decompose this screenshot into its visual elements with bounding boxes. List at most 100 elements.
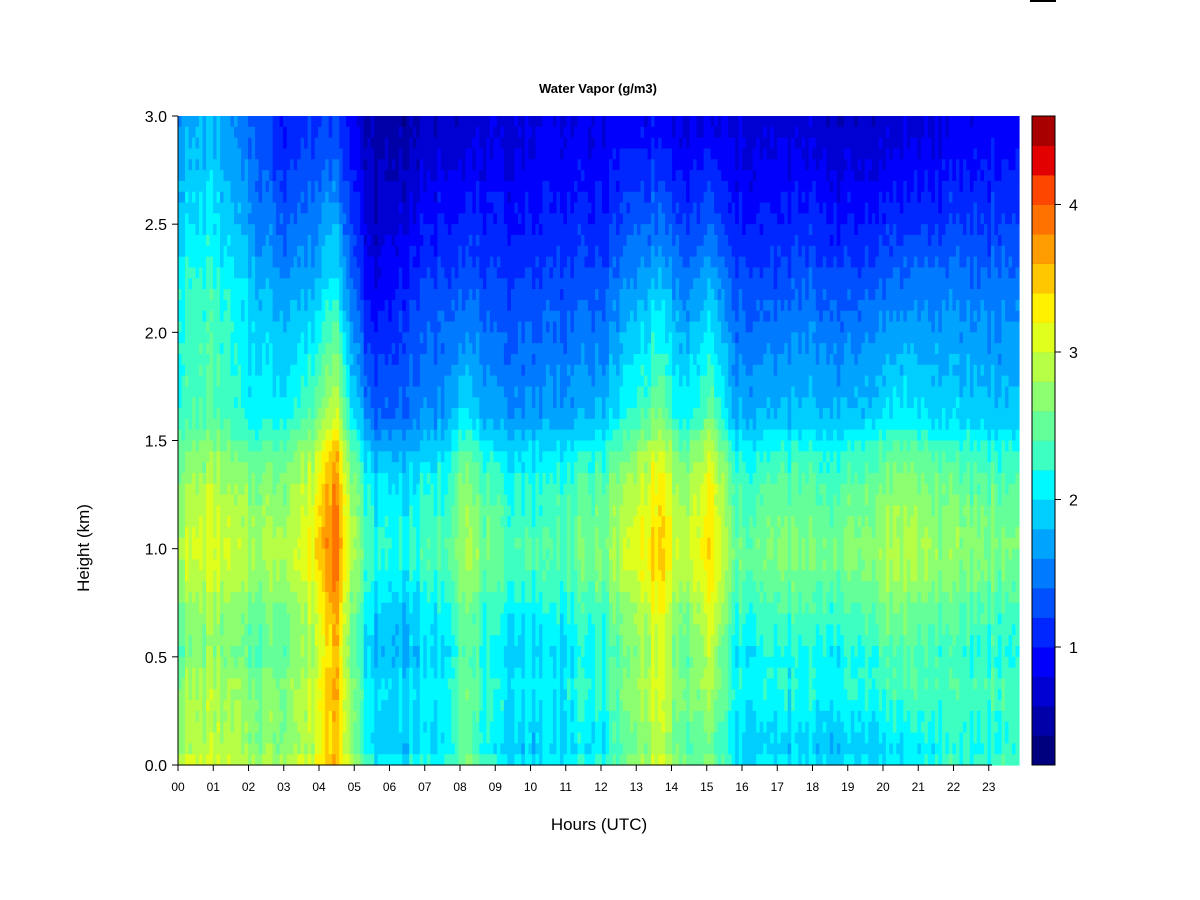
heatmap-cell: [279, 213, 284, 225]
heatmap-cell: [297, 710, 302, 723]
heatmap-cell: [444, 137, 449, 150]
heatmap-cell: [342, 148, 347, 160]
heatmap-cell: [304, 613, 309, 625]
heatmap-cell: [412, 754, 417, 766]
heatmap-cell: [258, 570, 263, 582]
heatmap-cell: [195, 462, 200, 474]
heatmap-cell: [265, 159, 270, 171]
heatmap-cell: [444, 646, 449, 658]
heatmap-cell: [192, 159, 197, 171]
heatmap-cell: [248, 116, 253, 128]
heatmap-cell: [335, 570, 340, 582]
heatmap-cell: [269, 299, 274, 312]
heatmap-cell: [461, 364, 466, 377]
heatmap-cell: [440, 289, 445, 301]
heatmap-cell: [293, 213, 298, 225]
heatmap-cell: [346, 343, 351, 355]
heatmap-cell: [283, 516, 288, 528]
heatmap-cell: [384, 310, 389, 323]
heatmap-cell: [412, 116, 417, 128]
heatmap-cell: [374, 159, 379, 171]
heatmap-cell: [258, 386, 263, 398]
heatmap-cell: [332, 126, 337, 139]
heatmap-cell: [181, 624, 186, 636]
heatmap-cell: [297, 364, 302, 377]
heatmap-cell: [398, 202, 403, 214]
heatmap-cell: [195, 386, 200, 398]
heatmap-cell: [416, 678, 421, 690]
heatmap-cell: [223, 656, 228, 669]
heatmap-cell: [332, 667, 337, 680]
heatmap-cell: [353, 332, 358, 344]
heatmap-cell: [346, 667, 351, 680]
heatmap-cell: [419, 159, 424, 171]
heatmap-cell: [293, 386, 298, 398]
heatmap-cell: [458, 472, 463, 485]
heatmap-cell: [423, 418, 428, 431]
heatmap-cell: [220, 656, 225, 669]
heatmap-cell: [374, 364, 379, 377]
heatmap-cell: [412, 191, 417, 204]
heatmap-cell: [325, 126, 330, 139]
heatmap-cell: [314, 148, 319, 160]
heatmap-cell: [384, 624, 389, 636]
heatmap-cell: [461, 689, 466, 701]
heatmap-cell: [199, 505, 204, 517]
heatmap-cell: [181, 289, 186, 301]
heatmap-cell: [363, 310, 368, 323]
heatmap-cell: [230, 537, 235, 550]
heatmap-cell: [367, 678, 372, 690]
heatmap-cell: [465, 581, 470, 593]
heatmap-cell: [384, 256, 389, 269]
heatmap-cell: [276, 170, 281, 182]
heatmap-cell: [388, 429, 393, 442]
heatmap-cell: [437, 397, 442, 409]
heatmap-cell: [377, 754, 382, 766]
heatmap-cell: [251, 559, 256, 571]
heatmap-cell: [328, 397, 333, 409]
heatmap-cell: [241, 548, 246, 561]
heatmap-cell: [181, 408, 186, 420]
heatmap-cell: [283, 602, 288, 615]
heatmap-cell: [398, 429, 403, 442]
heatmap-cell: [230, 591, 235, 604]
heatmap-cell: [332, 743, 337, 755]
heatmap-cell: [370, 462, 375, 474]
heatmap-cell: [241, 375, 246, 388]
heatmap-cell: [325, 397, 330, 409]
heatmap-cell: [461, 397, 466, 409]
heatmap-cell: [356, 613, 361, 625]
heatmap-cell: [209, 472, 214, 485]
heatmap-cell: [398, 505, 403, 517]
heatmap-cell: [220, 386, 225, 398]
heatmap-cell: [202, 602, 207, 615]
heatmap-cell: [241, 591, 246, 604]
heatmap-cell: [297, 116, 302, 128]
heatmap-cell: [192, 343, 197, 355]
heatmap-cell: [465, 462, 470, 474]
heatmap-cell: [251, 494, 256, 506]
heatmap-cell: [185, 635, 190, 647]
heatmap-cell: [430, 537, 435, 550]
heatmap-cell: [363, 483, 368, 496]
heatmap-cell: [461, 516, 466, 528]
heatmap-cell: [318, 397, 323, 409]
heatmap-cell: [227, 148, 232, 160]
heatmap-cell: [321, 721, 326, 734]
heatmap-cell: [216, 116, 221, 128]
heatmap-cell: [328, 429, 333, 442]
heatmap-cell: [314, 321, 319, 333]
heatmap-cell: [419, 646, 424, 658]
heatmap-cell: [258, 278, 263, 290]
heatmap-cell: [437, 245, 442, 258]
heatmap-cell: [388, 126, 393, 139]
heatmap-cell: [234, 267, 239, 279]
heatmap-cell: [265, 462, 270, 474]
heatmap-cell: [419, 289, 424, 301]
heatmap-cell: [290, 613, 295, 625]
heatmap-cell: [440, 570, 445, 582]
heatmap-cell: [199, 429, 204, 442]
heatmap-cell: [255, 505, 260, 517]
heatmap-cell: [335, 375, 340, 388]
heatmap-cell: [265, 581, 270, 593]
